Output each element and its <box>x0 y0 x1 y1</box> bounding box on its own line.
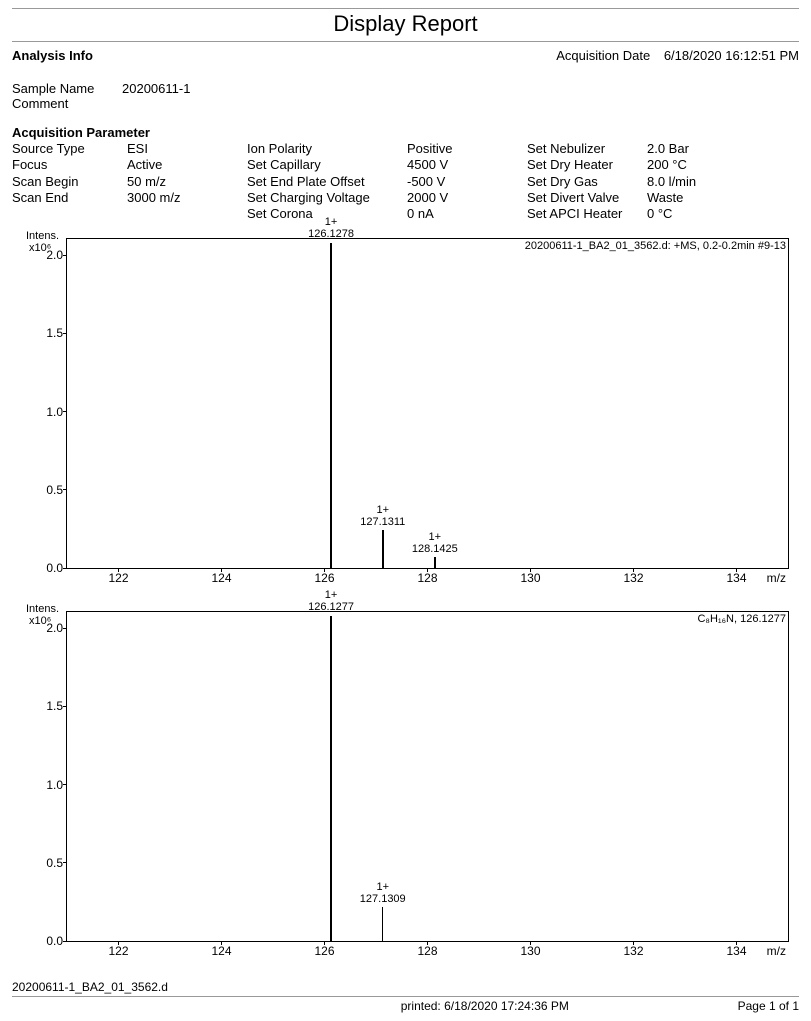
y-tick-label: 1.5 <box>46 326 67 340</box>
y-tick-label: 0.0 <box>46 561 67 575</box>
peak-label: 1+127.1309 <box>360 881 406 905</box>
acquisition-date-label: Acquisition Date <box>556 48 650 63</box>
x-tick-label: 124 <box>211 941 231 958</box>
spectrum-peak <box>330 616 332 942</box>
report-title: Display Report <box>12 8 799 42</box>
analysis-info-label: Analysis Info <box>12 48 93 63</box>
y-axis-label: Intens. <box>26 603 59 615</box>
x-tick-label: 126 <box>314 941 334 958</box>
sample-name-value: 20200611-1 <box>122 81 190 96</box>
chart-corner-label: 20200611-1_BA2_01_3562.d: +MS, 0.2-0.2mi… <box>525 240 786 252</box>
x-tick-label: 130 <box>520 568 540 585</box>
x-tick-label: 132 <box>623 568 643 585</box>
spectrum-peak <box>330 243 332 569</box>
y-tick-label: 1.5 <box>46 699 67 713</box>
x-tick-label: 122 <box>108 941 128 958</box>
mass-spectrum-chart-1: Intens. x10⁶ 20200611-1_BA2_01_3562.d: +… <box>12 230 799 595</box>
footer-printed-label: printed: <box>401 999 441 1013</box>
x-tick-label: 124 <box>211 568 231 585</box>
spectrum-peak <box>382 530 384 568</box>
y-tick-label: 0.5 <box>46 483 67 497</box>
x-axis-unit: m/z <box>767 941 786 958</box>
y-tick-label: 0.5 <box>46 856 67 870</box>
y-axis-label: Intens. <box>26 230 59 242</box>
x-tick-label: 134 <box>726 941 746 958</box>
param-col3-labels: Set Nebulizer Set Dry Heater Set Dry Gas… <box>527 141 647 222</box>
acquisition-date-value: 6/18/2020 16:12:51 PM <box>664 48 799 63</box>
y-tick-label: 1.0 <box>46 778 67 792</box>
param-col1-values: ESI Active 50 m/z 3000 m/z <box>127 141 247 222</box>
acquisition-parameter-heading: Acquisition Parameter <box>12 125 799 140</box>
y-tick-label: 1.0 <box>46 405 67 419</box>
y-tick-label: 2.0 <box>46 621 67 635</box>
param-col2-labels: Ion Polarity Set Capillary Set End Plate… <box>247 141 407 222</box>
y-tick-label: 0.0 <box>46 934 67 948</box>
acquisition-date: Acquisition Date 6/18/2020 16:12:51 PM <box>556 48 799 63</box>
x-tick-label: 126 <box>314 568 334 585</box>
comment-label: Comment <box>12 96 122 111</box>
chart-corner-label: C₈H₁₆N, 126.1277 <box>697 613 786 625</box>
peak-label: 1+127.1311 <box>360 504 405 528</box>
footer-page: Page 1 of 1 <box>738 999 799 1013</box>
sample-name-label: Sample Name <box>12 81 122 96</box>
mass-spectrum-chart-2: Intens. x10⁶ C₈H₁₆N, 126.1277 0.00.51.01… <box>12 603 799 968</box>
x-tick-label: 128 <box>417 941 437 958</box>
x-axis-unit: m/z <box>767 568 786 585</box>
param-col3-values: 2.0 Bar 200 °C 8.0 l/min Waste 0 °C <box>647 141 717 222</box>
y-tick-label: 2.0 <box>46 248 67 262</box>
peak-label: 1+126.1277 <box>308 589 354 613</box>
x-tick-label: 128 <box>417 568 437 585</box>
footer-filename: 20200611-1_BA2_01_3562.d <box>12 976 799 997</box>
plot-area: C₈H₁₆N, 126.1277 0.00.51.01.52.012212412… <box>66 611 789 942</box>
peak-label: 1+126.1278 <box>308 216 354 240</box>
x-tick-label: 122 <box>108 568 128 585</box>
x-tick-label: 134 <box>726 568 746 585</box>
parameter-grid: Source Type Focus Scan Begin Scan End ES… <box>12 141 799 222</box>
plot-area: 20200611-1_BA2_01_3562.d: +MS, 0.2-0.2mi… <box>66 238 789 569</box>
spectrum-peak <box>382 907 384 942</box>
param-col1-labels: Source Type Focus Scan Begin Scan End <box>12 141 127 222</box>
param-col2-values: Positive 4500 V -500 V 2000 V 0 nA <box>407 141 527 222</box>
peak-label: 1+128.1425 <box>412 531 458 555</box>
spectrum-peak <box>434 557 436 569</box>
footer-printed-value: 6/18/2020 17:24:36 PM <box>444 999 569 1013</box>
x-tick-label: 132 <box>623 941 643 958</box>
x-tick-label: 130 <box>520 941 540 958</box>
